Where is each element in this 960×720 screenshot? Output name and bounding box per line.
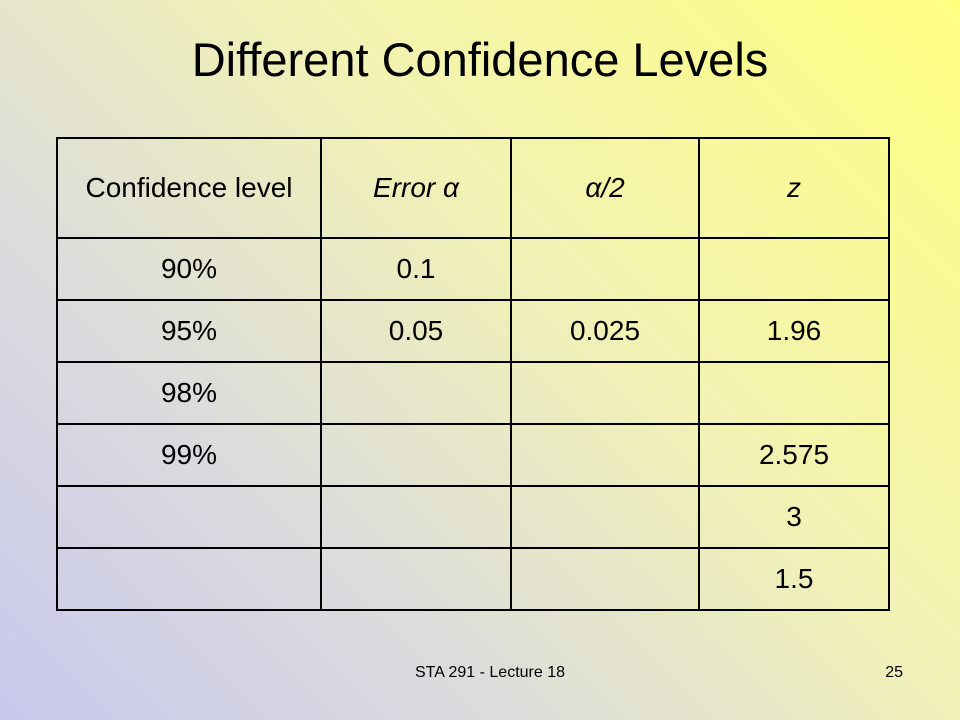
table-row: 1.5 <box>56 547 890 611</box>
table-row: 99% 2.575 <box>56 423 890 487</box>
table-cell <box>510 485 700 549</box>
footer-course: STA 291 - Lecture 18 <box>414 664 565 681</box>
table-cell: 0.05 <box>320 299 512 363</box>
table-cell: 90% <box>56 237 322 301</box>
table-cell: 99% <box>56 423 322 487</box>
table-row: 95% 0.05 0.025 1.96 <box>56 299 890 363</box>
table-row: 98% <box>56 361 890 425</box>
header-cell: Confidence level <box>56 137 322 239</box>
table-cell: 1.96 <box>698 299 890 363</box>
table-cell <box>56 547 322 611</box>
table-cell <box>56 485 322 549</box>
header-cell: α/2 <box>510 137 700 239</box>
table-cell <box>698 361 890 425</box>
table-cell: 0.1 <box>320 237 512 301</box>
table-cell <box>698 237 890 301</box>
table-cell <box>320 485 512 549</box>
table-cell <box>320 423 512 487</box>
table-cell: 3 <box>698 485 890 549</box>
table-cell: 98% <box>56 361 322 425</box>
table-row: 90% 0.1 <box>56 237 890 301</box>
slide-title: Different Confidence Levels <box>191 33 769 86</box>
page-number: 25 <box>885 664 903 681</box>
table-cell: 95% <box>56 299 322 363</box>
table-cell <box>510 361 700 425</box>
table-cell: 2.575 <box>698 423 890 487</box>
table-cell <box>320 547 512 611</box>
confidence-table: Confidence level Error α α/2 z 90% 0.1 95% 0.05… <box>56 137 890 611</box>
table-row: 3 <box>56 485 890 549</box>
table-cell <box>510 547 700 611</box>
header-cell: Error α <box>320 137 512 239</box>
table-cell: 1.5 <box>698 547 890 611</box>
header-cell: z <box>698 137 890 239</box>
table-cell <box>510 237 700 301</box>
table-cell <box>510 423 700 487</box>
header-row: Confidence level Error α α/2 z <box>56 137 890 239</box>
table-cell: 0.025 <box>510 299 700 363</box>
table-cell <box>320 361 512 425</box>
